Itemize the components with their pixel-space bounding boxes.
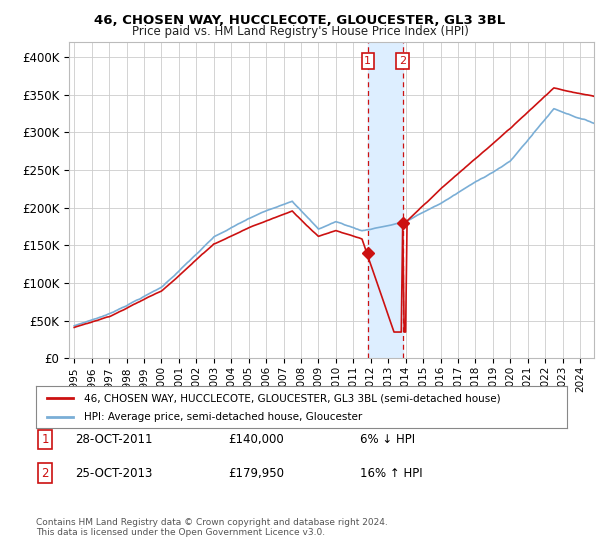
Text: 25-OCT-2013: 25-OCT-2013 [75,466,152,480]
Text: HPI: Average price, semi-detached house, Gloucester: HPI: Average price, semi-detached house,… [84,412,362,422]
Text: 2: 2 [41,466,49,480]
Text: 28-OCT-2011: 28-OCT-2011 [75,433,152,446]
Text: Price paid vs. HM Land Registry's House Price Index (HPI): Price paid vs. HM Land Registry's House … [131,25,469,38]
Text: 1: 1 [364,56,371,66]
Text: Contains HM Land Registry data © Crown copyright and database right 2024.
This d: Contains HM Land Registry data © Crown c… [36,518,388,538]
Text: £179,950: £179,950 [228,466,284,480]
Text: 2: 2 [399,56,406,66]
Text: 46, CHOSEN WAY, HUCCLECOTE, GLOUCESTER, GL3 3BL: 46, CHOSEN WAY, HUCCLECOTE, GLOUCESTER, … [94,14,506,27]
Text: 1: 1 [41,433,49,446]
Text: 46, CHOSEN WAY, HUCCLECOTE, GLOUCESTER, GL3 3BL (semi-detached house): 46, CHOSEN WAY, HUCCLECOTE, GLOUCESTER, … [84,393,500,403]
Text: 16% ↑ HPI: 16% ↑ HPI [360,466,422,480]
Bar [368,42,403,358]
Text: 6% ↓ HPI: 6% ↓ HPI [360,433,415,446]
Text: £140,000: £140,000 [228,433,284,446]
